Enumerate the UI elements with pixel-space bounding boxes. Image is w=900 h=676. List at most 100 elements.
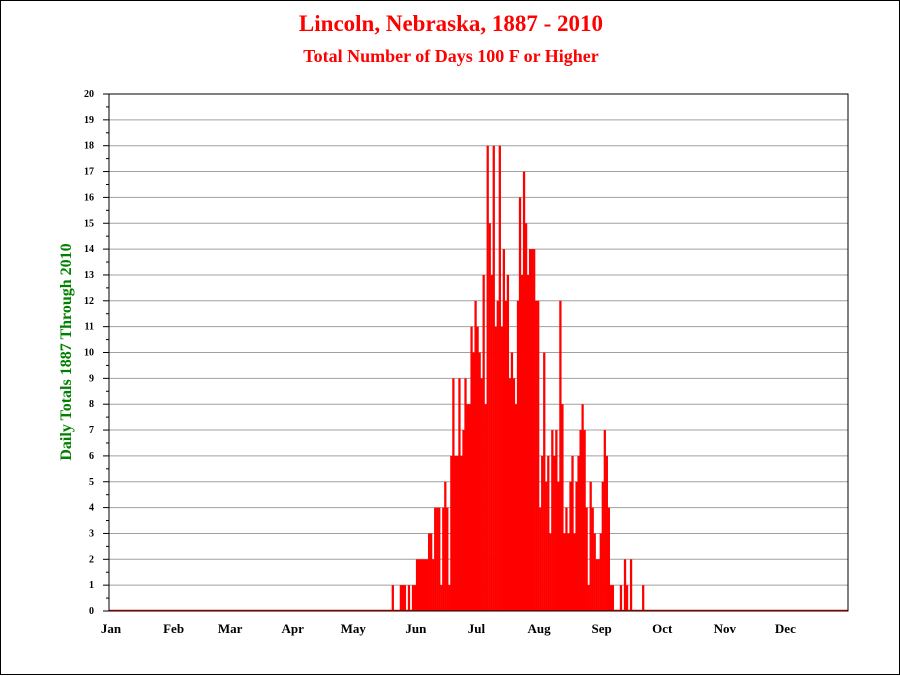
bar [567, 533, 570, 611]
bar [629, 559, 633, 611]
bar [575, 481, 578, 611]
bar [415, 559, 419, 611]
y-tick-label: 17 [84, 167, 94, 178]
bar [391, 585, 394, 611]
bar [492, 145, 495, 611]
x-tick-label: Jun [405, 621, 427, 636]
y-tick-label: 14 [84, 244, 94, 255]
bar [430, 533, 433, 611]
bar [484, 404, 487, 611]
bar [456, 455, 459, 611]
bar [533, 249, 536, 611]
bar [597, 559, 600, 611]
x-tick-label: Sep [592, 621, 612, 636]
bar [581, 404, 584, 611]
bar [625, 585, 629, 611]
bar [545, 481, 548, 611]
bar [432, 559, 435, 611]
y-tick-label: 20 [84, 89, 94, 100]
bar [516, 300, 520, 611]
bar [528, 249, 532, 611]
bar [460, 455, 463, 611]
bar [468, 404, 471, 611]
bar [462, 430, 465, 611]
bar [589, 481, 592, 611]
bar [591, 507, 594, 611]
bar [623, 559, 627, 611]
bar [518, 197, 522, 611]
y-tick-label: 10 [84, 348, 94, 359]
bar [452, 378, 455, 611]
bar [585, 507, 588, 611]
bar [466, 404, 469, 611]
y-tick-label: 18 [84, 141, 94, 152]
bar [401, 585, 405, 611]
bar [541, 455, 544, 611]
bar [434, 507, 437, 611]
bar [407, 585, 411, 611]
bar [490, 274, 493, 611]
bar [450, 455, 453, 611]
bar [488, 223, 491, 611]
bar [438, 507, 441, 611]
bar [506, 274, 510, 611]
bar [448, 585, 451, 611]
x-tick-label: Mar [218, 621, 243, 636]
bar [547, 455, 550, 611]
y-tick-label: 5 [89, 477, 94, 488]
plot-border [108, 93, 849, 612]
bar [498, 145, 501, 611]
bar [611, 585, 615, 611]
y-tick-label: 11 [85, 322, 94, 333]
bar [593, 533, 596, 611]
bar [520, 274, 524, 611]
bar [454, 455, 457, 611]
y-tick-label: 15 [84, 218, 94, 229]
bar [522, 171, 526, 612]
bar [478, 352, 481, 611]
bar [557, 481, 560, 611]
bar [569, 481, 572, 611]
bar [510, 352, 514, 611]
bar [423, 559, 427, 611]
bar [549, 533, 552, 611]
x-tick-label: Feb [163, 621, 184, 636]
x-tick-label: Jan [101, 621, 122, 636]
bar [421, 559, 425, 611]
y-tick-label: 1 [89, 580, 94, 591]
bar [587, 585, 590, 611]
bar [642, 585, 645, 611]
bar [472, 352, 475, 611]
bar [595, 559, 598, 611]
bar [440, 585, 443, 611]
bar [399, 585, 403, 611]
x-tick-label: Apr [282, 621, 305, 636]
bar [609, 585, 613, 611]
bar [500, 326, 503, 611]
bar [514, 404, 518, 611]
x-tick-label: Jul [468, 621, 486, 636]
bar [599, 533, 602, 611]
bar [577, 455, 580, 611]
chart-title: Lincoln, Nebraska, 1887 - 2010 [298, 11, 604, 36]
bar [603, 430, 606, 611]
y-tick-label: 4 [89, 503, 94, 514]
x-tick-label: Dec [775, 621, 796, 636]
bar [561, 404, 564, 611]
bar [607, 507, 610, 611]
bar [619, 585, 623, 611]
bar [442, 507, 445, 611]
bar [605, 455, 608, 611]
bar [504, 300, 508, 611]
bar [583, 430, 586, 611]
bar [417, 559, 421, 611]
bar [494, 326, 497, 611]
bar [563, 533, 566, 611]
y-tick-label: 8 [89, 399, 94, 410]
y-tick-label: 6 [89, 451, 94, 462]
bar [403, 585, 407, 611]
y-tick-label: 2 [89, 554, 94, 565]
bar [573, 533, 576, 611]
bar [565, 507, 568, 611]
